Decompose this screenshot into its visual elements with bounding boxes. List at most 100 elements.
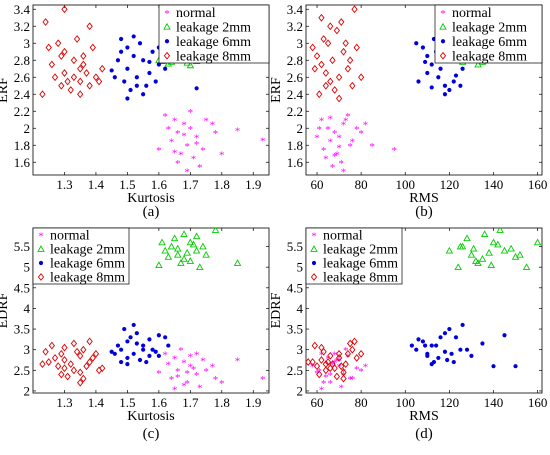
data-point [58,370,65,379]
y-tick-label: 3.4 [287,2,304,17]
data-point [109,349,114,354]
y-tick-label: 5.5 [287,239,303,254]
data-point: * [175,158,181,170]
data-point: * [213,374,219,386]
data-point [58,52,65,60]
data-point: * [203,366,209,378]
y-axis-label: ERF [0,77,11,103]
data-point: * [172,384,178,396]
data-point: * [319,384,325,396]
legend-entry: leakage 6mm [176,35,251,50]
data-point [442,349,448,354]
data-point [414,41,419,46]
data-point [327,77,334,86]
legend-marker [163,51,171,60]
data-point [458,242,467,250]
data-point: * [178,149,184,161]
data-point: * [334,149,340,161]
legend-entry: leakage 2mm [176,20,251,35]
data-point [170,234,179,242]
data-point [137,357,143,363]
data-point [442,83,448,88]
data-point [327,351,334,360]
x-tick-label: 80 [355,395,368,410]
data-point: * [260,136,266,148]
x-axis-label: Kurtosis [127,191,174,206]
data-point [150,347,155,352]
y-axis-label: EDRF [269,292,284,328]
panel-label: (b) [415,204,433,220]
data-point [199,242,207,250]
data-point [513,364,518,369]
data-point [163,335,168,340]
y-tick-label: 2.6 [14,70,31,85]
data-point: * [328,370,334,382]
data-point [77,378,84,387]
plot-frame [305,227,543,394]
chart-panel-a: 1.3 1.4 1.5 1.6 1.7 1.8 1.9 1.6 1.8 2 2.2 2.4 2.6 2.8… [0,2,270,220]
data-point [67,360,74,369]
data-point [420,45,425,50]
data-point [211,228,220,233]
x-tick-label: 160 [528,395,548,410]
data-point: * [316,124,322,136]
data-point [48,341,56,350]
data-point: * [197,162,203,174]
legend-entry: leakage 8mm [323,271,398,286]
data-point: * [358,366,364,378]
x-tick-label: 60 [311,395,324,410]
data-point [147,337,152,342]
x-tick-label: 1.3 [56,177,72,192]
plot-frame [32,4,270,176]
data-point: * [339,158,345,170]
data-point [177,259,185,266]
data-point [115,343,121,348]
data-point [158,238,166,246]
legend-marker [37,245,45,252]
data-point [92,73,100,82]
data-point [73,347,81,356]
data-point [318,60,325,69]
data-point [128,87,133,93]
data-point [342,360,349,369]
data-point: * [345,111,351,123]
legend-box [158,4,270,64]
data-point: * [350,137,356,149]
data-point [329,56,336,65]
x-tick-label: 1.6 [151,395,168,410]
data-point: * [194,132,200,144]
data-point [349,345,356,354]
x-tick-label: 140 [484,395,504,410]
data-point [436,355,441,361]
data-point [77,90,84,99]
data-point: * [330,162,336,174]
data-point: * [343,115,349,127]
data-point [463,234,471,242]
x-tick-label: 1.6 [151,177,168,192]
data-point [451,79,456,84]
plot-frame [305,4,543,176]
data-point [163,66,168,71]
data-point: * [260,374,266,386]
data-point [119,36,124,42]
legend-marker [440,39,446,44]
data-point [472,257,480,264]
y-tick-label: 2.4 [14,87,31,102]
legend-entry: normal [50,229,90,244]
data-point [61,47,68,56]
data-point [80,52,87,60]
data-point [340,47,347,56]
data-point: * [213,128,219,140]
data-point: * [210,120,216,132]
y-tick-label: 2.8 [14,53,30,68]
data-point: * [336,142,342,154]
legend-marker [163,22,171,30]
data-point: * [194,349,200,361]
x-tick-label: 1.7 [182,177,199,192]
data-point [322,69,329,77]
data-point [164,252,173,260]
data-point [89,43,96,52]
data-point [51,73,59,82]
data-point [460,66,465,71]
data-point [70,366,78,375]
